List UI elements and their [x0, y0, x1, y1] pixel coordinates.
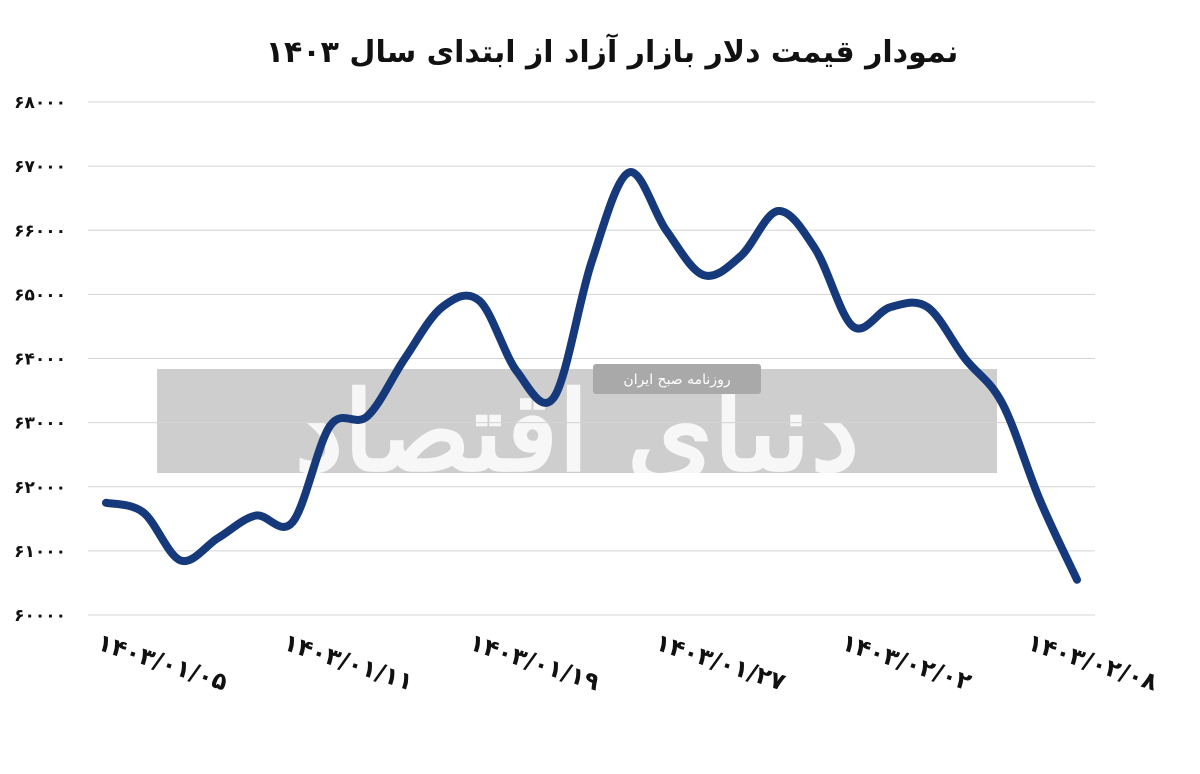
- x-tick-label: ۱۴۰۳/۰۱/۰۵: [94, 628, 231, 696]
- watermark-tag: [593, 364, 761, 394]
- y-tick-label: ۶۴۰۰۰: [14, 350, 66, 370]
- y-tick-label: ۶۰۰۰۰: [14, 606, 66, 626]
- x-tick-label: ۱۴۰۳/۰۲/۰۸: [1024, 628, 1161, 696]
- y-axis-ticks: ۶۰۰۰۰ ۶۱۰۰۰ ۶۲۰۰۰ ۶۳۰۰۰ ۶۴۰۰۰ ۶۵۰۰۰ ۶۶۰۰۰ ۶۷۰۰۰…: [14, 93, 66, 626]
- x-tick-label: ۱۴۰۳/۰۲/۰۲: [838, 628, 975, 696]
- watermark-subtext: روزنامه صبح ایران: [623, 372, 730, 388]
- gridlines: [88, 101, 1095, 616]
- chart-title: نمودار قیمت دلار بازار آزاد از ابتدای سا…: [266, 33, 959, 70]
- x-axis-ticks: ۱۴۰۳/۰۱/۰۵ ۱۴۰۳/۰۱/۱۱ ۱۴۰۳/۰۱/۱۹ ۱۴۰۳/۰۱/۲۷…: [94, 628, 1161, 696]
- x-tick-label: ۱۴۰۳/۰۱/۱۹: [466, 628, 603, 696]
- y-tick-label: ۶۱۰۰۰: [14, 542, 66, 562]
- y-tick-label: ۶۲۰۰۰: [14, 478, 66, 498]
- x-tick-label: ۱۴۰۳/۰۱/۲۷: [652, 628, 789, 696]
- y-tick-label: ۶۷۰۰۰: [14, 157, 66, 177]
- y-tick-label: ۶۸۰۰۰: [14, 93, 66, 113]
- watermark-band: [157, 369, 997, 473]
- y-tick-label: ۶۳۰۰۰: [14, 414, 66, 434]
- watermark-text: دنیای اقتصاد: [295, 367, 860, 496]
- x-tick-label: ۱۴۰۳/۰۱/۱۱: [280, 628, 417, 696]
- y-tick-label: ۶۵۰۰۰: [14, 285, 66, 305]
- series-line: [102, 168, 1081, 584]
- y-tick-label: ۶۶۰۰۰: [14, 221, 66, 241]
- watermark: دنیای اقتصاد روزنامه صبح ایران: [157, 364, 997, 496]
